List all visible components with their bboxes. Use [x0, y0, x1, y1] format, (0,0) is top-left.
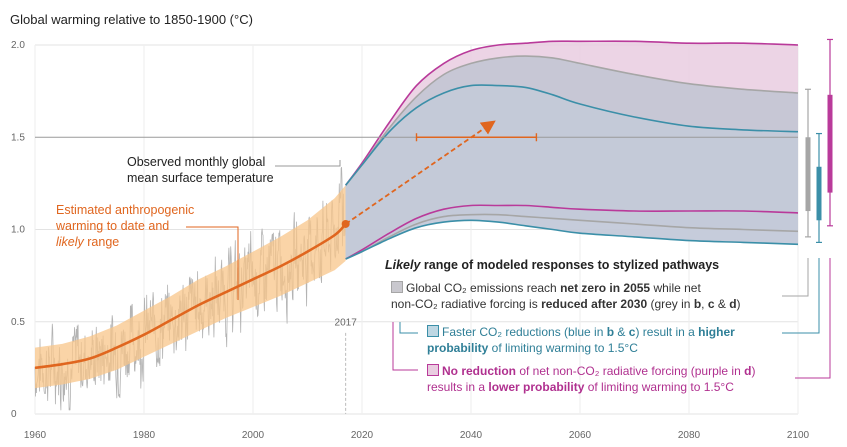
grey-b5: d: [729, 296, 737, 311]
grey-t1: Global CO₂ emissions reach: [406, 281, 561, 295]
blue-t4: of limiting warming to 1.5°C: [488, 340, 638, 355]
blue-b2: c: [628, 325, 636, 339]
purple-t3: results in a: [427, 379, 489, 394]
range-word: range: [84, 235, 119, 249]
grey-lower-line: [345, 213, 799, 260]
x-tick-5: 2060: [569, 430, 592, 441]
blue-t2: &: [614, 325, 629, 339]
blue-t1: Faster CO₂ reductions (blue in: [442, 325, 607, 339]
grey-t2: while net: [650, 281, 701, 295]
purple-b3: lower probability: [488, 379, 585, 394]
purple-inner-connector: [392, 322, 418, 371]
grey-b3: b: [693, 296, 702, 311]
blue-upper-line: [345, 84, 799, 186]
purple-lower-line: [345, 204, 799, 260]
estimated-label-line1: Estimated anthropogenic: [56, 203, 194, 217]
grey-t5: ,: [701, 296, 708, 311]
x-tick-6: 2080: [678, 430, 701, 441]
purple-connector: [795, 258, 831, 379]
estimated-leader: [186, 226, 239, 300]
likely-word: likely: [56, 235, 85, 249]
blue-lower-line: [345, 219, 799, 260]
grey-t4: (grey in: [647, 296, 694, 311]
overlap-range-area: [345, 56, 798, 259]
x-tick-0: 1960: [24, 430, 47, 441]
side-range-bars: [805, 38, 833, 244]
purple-swatch: [427, 364, 439, 376]
y-tick-0: 0: [11, 409, 17, 420]
purple-t4: of limiting warming to 1.5°C: [584, 379, 734, 394]
purple-t1: of net non-CO₂ radiative forcing (purple…: [516, 364, 745, 378]
purple-b1: No reduction: [442, 364, 516, 378]
x-tick-2: 2000: [242, 430, 265, 441]
y-tick-2: 1.0: [11, 225, 25, 236]
grey-b2: reduced after 2030: [541, 296, 648, 311]
blue-inner-connector: [399, 322, 418, 334]
purple-t2: ): [751, 364, 756, 378]
grey-side-likely: [805, 137, 811, 212]
estimated-band-area: [35, 185, 346, 389]
y-tick-4: 2.0: [11, 40, 25, 51]
projection-arrow: [345, 120, 496, 225]
purple-upper-line: [345, 40, 799, 186]
y-tick-3: 1.5: [11, 132, 25, 143]
x-axis-ticks: 1960 1980 2000 2020 2040 2060 2080 2100: [24, 430, 810, 441]
x-tick-7: 2100: [787, 430, 810, 441]
legend-title: Likely range of modeled responses to sty…: [385, 258, 825, 274]
observed-label-line2: mean surface temperature: [127, 171, 274, 185]
legend-connectors: [392, 258, 831, 379]
x-tick-1: 1980: [133, 430, 156, 441]
estimated-label-line3: likely range: [56, 235, 119, 249]
blue-connector: [782, 258, 820, 334]
grey-swatch: [391, 281, 403, 293]
observed-leader: [275, 160, 341, 167]
grey-b1: net zero in 2055: [560, 281, 651, 295]
legend-title-italic: Likely: [385, 258, 421, 272]
blue-b4: probability: [427, 340, 489, 355]
legend-title-rest: range of modeled responses to stylized p…: [420, 258, 720, 272]
purple-b2: d: [744, 364, 752, 378]
blue-t3: ) result in a: [635, 325, 699, 339]
grey-t6: &: [714, 296, 730, 311]
legend: Likely range of modeled responses to sty…: [385, 258, 825, 394]
blue-side-likely: [816, 166, 822, 221]
estimated-likely-band: [35, 185, 346, 389]
x-tick-3: 2020: [351, 430, 374, 441]
y-axis-ticks: 0 0.5 1.0 1.5 2.0: [11, 40, 25, 420]
blue-b3: higher: [698, 325, 735, 339]
purple-side-likely: [827, 94, 833, 193]
legend-item-grey: Global CO₂ emissions reach net zero in 2…: [391, 281, 811, 312]
legend-item-purple: No reduction of net non-CO₂ radiative fo…: [427, 364, 827, 395]
legend-item-blue: Faster CO₂ reductions (blue in b & c) re…: [427, 325, 817, 356]
y-tick-1: 0.5: [11, 317, 25, 328]
grey-t3: non-CO₂ radiative forcing is: [391, 296, 542, 311]
x-tick-4: 2040: [460, 430, 483, 441]
estimated-line: [34, 223, 347, 370]
grey-b4: c: [707, 296, 715, 311]
observed-label-line1: Observed monthly global: [127, 155, 265, 169]
blue-swatch: [427, 325, 439, 337]
pathway-ranges: [345, 40, 799, 260]
chart-title: Global warming relative to 1850-1900 (°C…: [10, 12, 253, 27]
grey-t7: ): [736, 296, 741, 311]
grey-connector: [782, 258, 809, 297]
grey-upper-line: [345, 55, 799, 186]
year-2017-label: 2017: [335, 317, 358, 328]
estimated-label-line2: warming to date and: [55, 219, 169, 233]
annotation-arrows: [186, 120, 538, 300]
blue-b1: b: [606, 325, 615, 339]
